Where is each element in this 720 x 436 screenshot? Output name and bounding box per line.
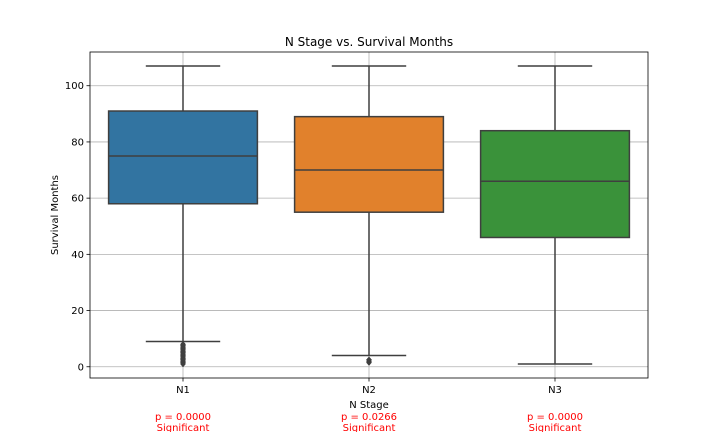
x-tick-label-n1: N1 <box>176 385 190 396</box>
significance-label-n3: Significant <box>529 423 582 432</box>
p-value-label-n2: p = 0.0266 <box>341 412 397 423</box>
axis-ticks: 0 20 40 60 80 100 N1 N2 N3 <box>65 81 562 396</box>
y-tick-label: 80 <box>71 137 84 148</box>
x-axis-label: N Stage <box>349 400 389 411</box>
box-n2 <box>293 115 445 213</box>
y-tick-label: 20 <box>71 306 84 317</box>
y-tick-label: 100 <box>65 81 84 92</box>
y-axis-label: Survival Months <box>50 175 61 255</box>
box-n1 <box>107 110 259 205</box>
p-value-label-n3: p = 0.0000 <box>527 412 583 423</box>
outlier-point-n2 <box>366 356 372 364</box>
y-tick-label: 40 <box>71 250 84 261</box>
significance-label-n2: Significant <box>343 423 396 432</box>
box-n3 <box>479 129 631 239</box>
y-tick-label: 60 <box>71 194 84 205</box>
x-tick-label-n2: N2 <box>362 385 376 396</box>
x-tick-label-n3: N3 <box>548 385 562 396</box>
p-value-label-n1: p = 0.0000 <box>155 412 211 423</box>
y-tick-label: 0 <box>78 362 84 373</box>
outlier-point-n1 <box>180 340 186 348</box>
chart-title: N Stage vs. Survival Months <box>285 35 453 49</box>
significance-label-n1: Significant <box>157 423 210 432</box>
boxes <box>107 65 631 368</box>
